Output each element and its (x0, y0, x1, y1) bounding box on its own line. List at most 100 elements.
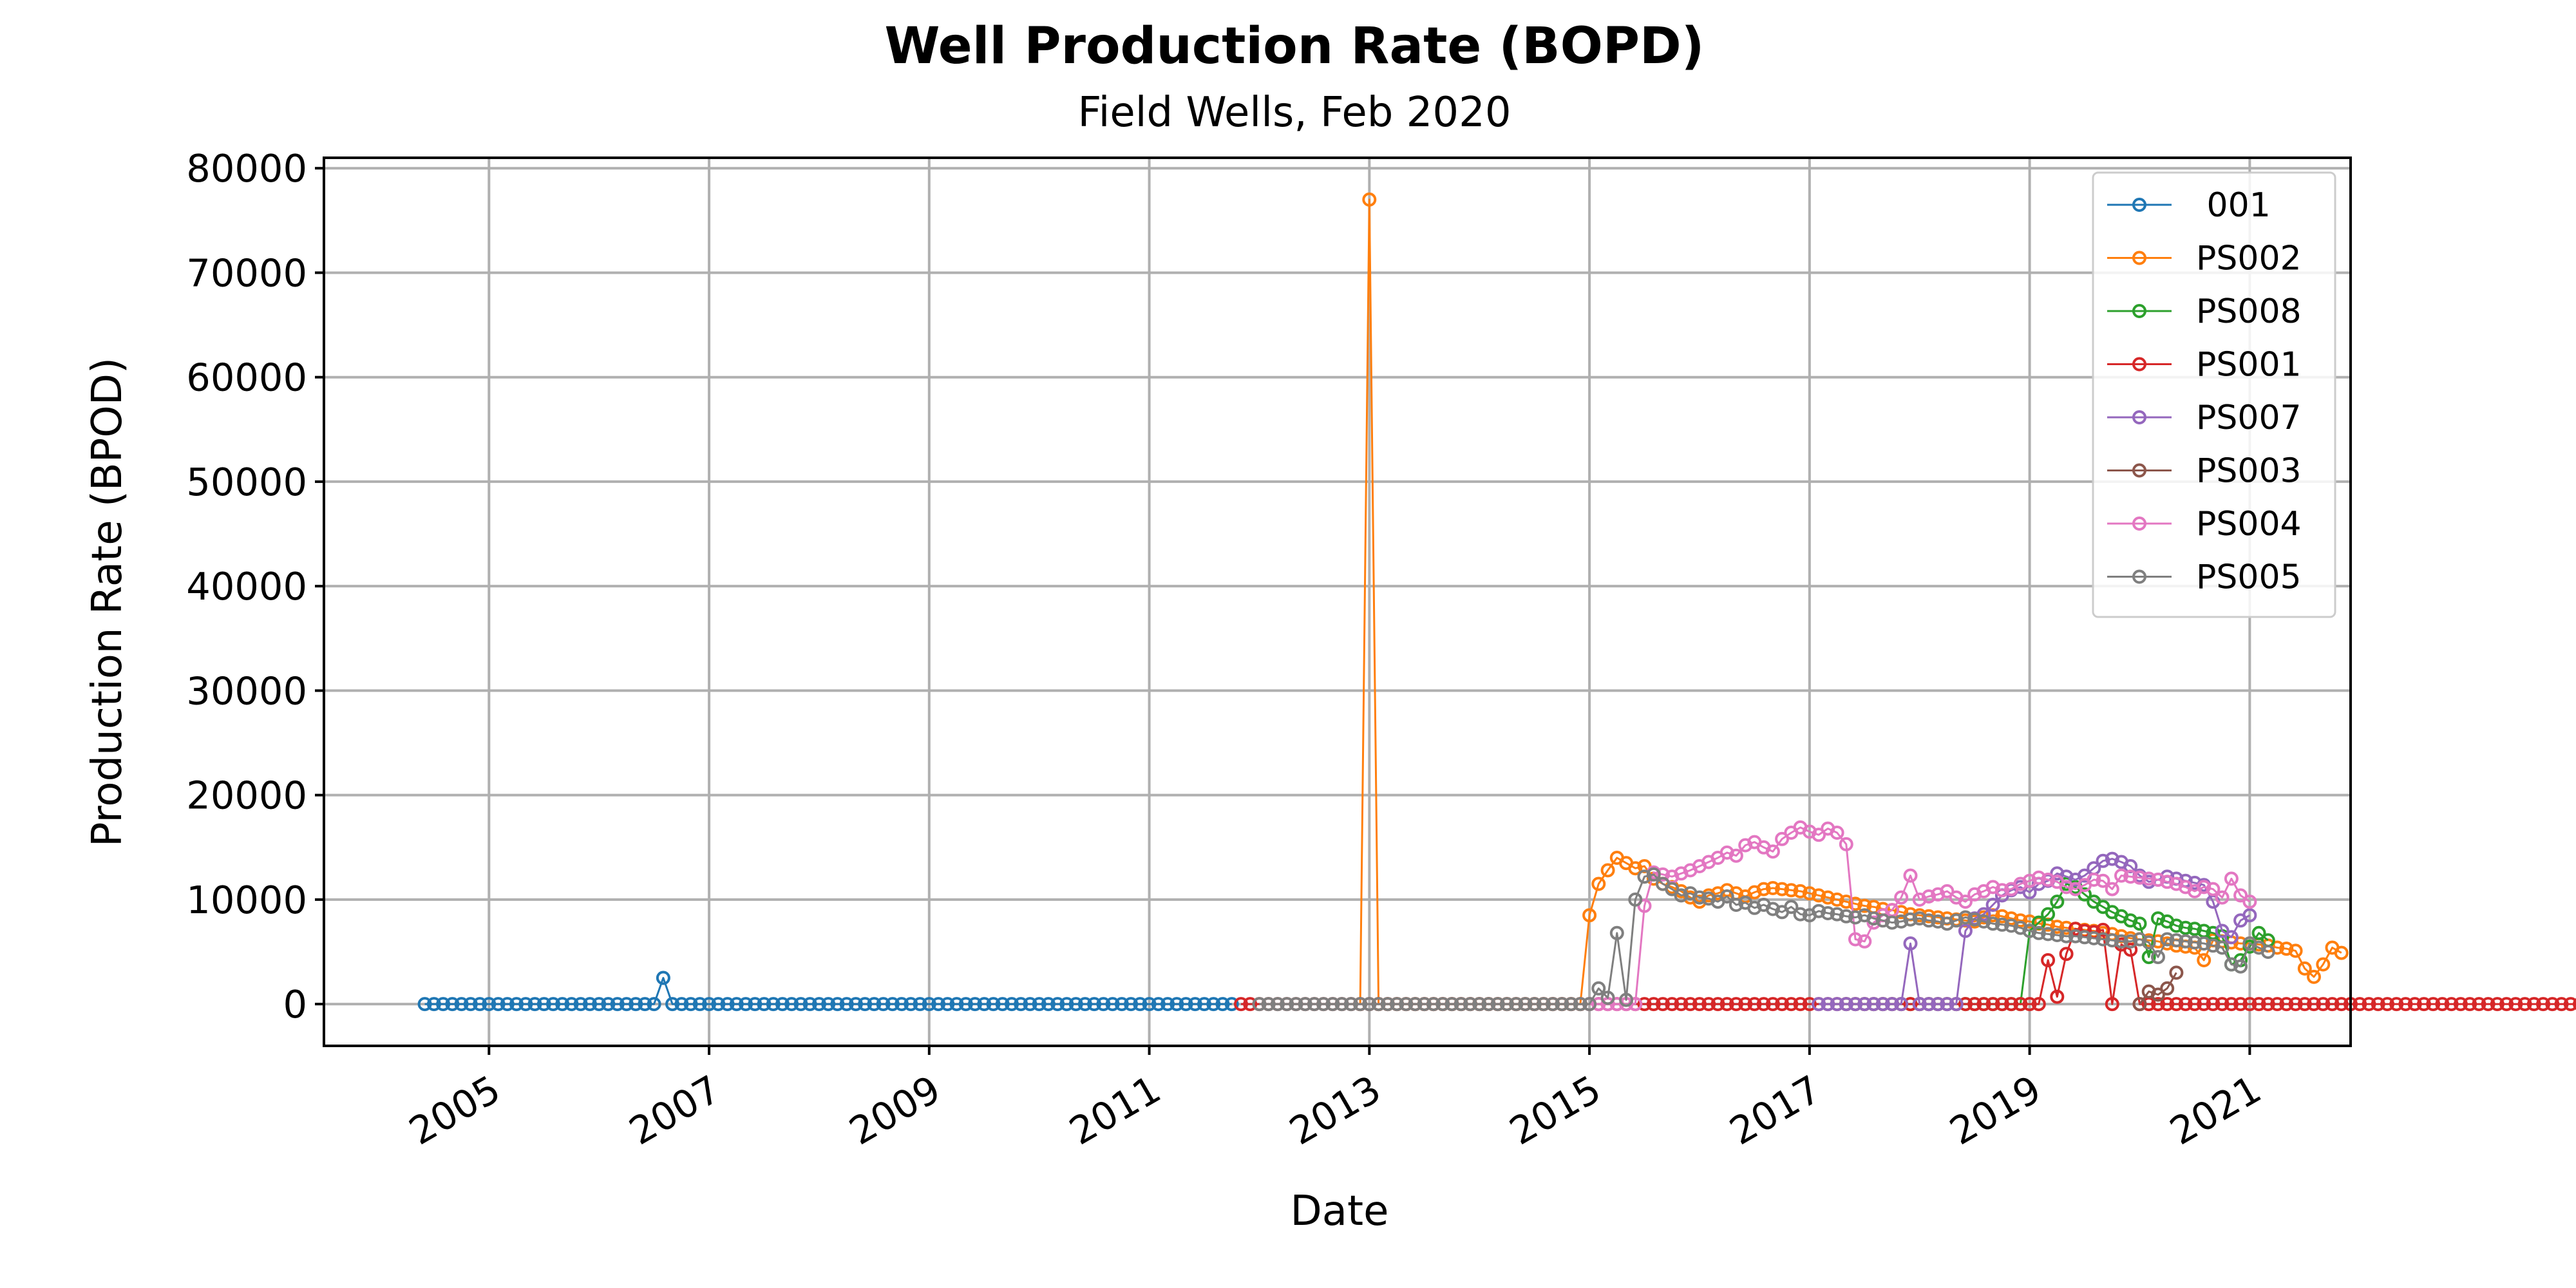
data-point (2353, 997, 2367, 1012)
series-ps004 (1582, 820, 2257, 1012)
data-point (2114, 868, 2128, 883)
data-point (1628, 861, 1643, 876)
data-point (1499, 997, 1514, 1012)
data-point (2169, 918, 2184, 933)
data-point (1014, 997, 1028, 1012)
data-point (1738, 997, 1753, 1012)
data-point (2151, 997, 2165, 1012)
data-point (647, 997, 661, 1012)
data-point (2096, 932, 2110, 947)
data-point (2206, 938, 2221, 953)
legend-item: PS002 (2107, 240, 2302, 278)
grid (324, 158, 2351, 1046)
data-point (1179, 997, 1193, 1012)
data-point (2160, 981, 2175, 996)
data-point (1894, 914, 1909, 929)
data-point (1931, 914, 1946, 929)
data-point (2132, 997, 2147, 1012)
legend-label: PS004 (2196, 505, 2302, 544)
data-point (1821, 890, 1835, 905)
data-point (1830, 907, 1844, 922)
data-point (1922, 997, 1936, 1012)
data-point (1582, 997, 1597, 1012)
data-point (1068, 997, 1083, 1012)
data-point (949, 997, 964, 1012)
data-point (2288, 943, 2303, 958)
data-point (692, 997, 707, 1012)
legend-box (2092, 171, 2336, 618)
data-point (1600, 990, 1615, 1005)
data-point (1967, 912, 1982, 927)
legend-label: PS002 (2196, 240, 2302, 278)
data-point (583, 997, 597, 1012)
data-point (454, 997, 469, 1012)
data-point (2536, 997, 2550, 1012)
data-point (986, 997, 1001, 1012)
data-point (683, 997, 698, 1012)
data-point (1784, 883, 1799, 898)
data-point (2242, 997, 2257, 1012)
data-point (1875, 913, 1890, 928)
data-point (1371, 997, 1386, 1012)
legend-marker (2132, 569, 2146, 584)
data-point (1985, 916, 2000, 931)
data-point (1885, 915, 1899, 930)
data-point (1041, 997, 1056, 1012)
data-point (802, 997, 817, 1012)
data-point (2251, 997, 2266, 1012)
legend-marker (2132, 198, 2146, 212)
data-point (2123, 942, 2138, 957)
data-point (748, 997, 762, 1012)
data-point (2141, 871, 2156, 886)
data-point (2114, 934, 2128, 949)
data-point (1812, 888, 1826, 903)
data-point (1600, 863, 1615, 878)
data-point (1096, 997, 1111, 1012)
data-point (2435, 997, 2450, 1012)
data-point (500, 997, 515, 1012)
data-point (1077, 997, 1092, 1012)
data-point (2508, 997, 2523, 1012)
data-point (1005, 997, 1019, 1012)
data-point (2096, 853, 2110, 868)
data-point (1830, 892, 1844, 907)
data-point (1637, 898, 1652, 913)
data-point (2050, 920, 2065, 934)
data-point (1857, 997, 1872, 1012)
data-point (1656, 867, 1670, 882)
data-point (1839, 909, 1853, 923)
data-point (1426, 997, 1441, 1012)
data-point (2224, 997, 2239, 1012)
data-point (1719, 889, 1734, 904)
data-point (2499, 997, 2514, 1012)
data-point (2316, 997, 2331, 1012)
data-point (1252, 997, 1267, 1012)
data-point (1206, 997, 1221, 1012)
data-point (2380, 997, 2394, 1012)
data-point (1922, 913, 1936, 928)
data-point (1775, 831, 1790, 846)
data-point (2307, 969, 2321, 984)
data-point (1976, 914, 1991, 929)
data-point (1234, 997, 1248, 1012)
data-point (858, 997, 873, 1012)
data-point (1765, 881, 1780, 895)
data-point (1307, 997, 1321, 1012)
data-point (1481, 997, 1496, 1012)
data-point (995, 997, 1010, 1012)
data-point (1793, 907, 1808, 922)
data-point (473, 997, 488, 1012)
data-point (2187, 997, 2202, 1012)
data-point (2187, 935, 2202, 950)
data-point (1124, 997, 1139, 1012)
data-point (2169, 997, 2184, 1012)
data-point (1894, 905, 1909, 920)
legend-item: PS007 (2107, 399, 2302, 437)
legend-label: 001 (2196, 186, 2271, 225)
chart-title: Well Production Rate (BOPD) (885, 17, 1705, 75)
legend-item: PS005 (2107, 558, 2302, 597)
data-point (426, 997, 441, 1012)
data-point (839, 997, 854, 1012)
data-point (1784, 997, 1799, 1012)
data-point (665, 997, 680, 1012)
